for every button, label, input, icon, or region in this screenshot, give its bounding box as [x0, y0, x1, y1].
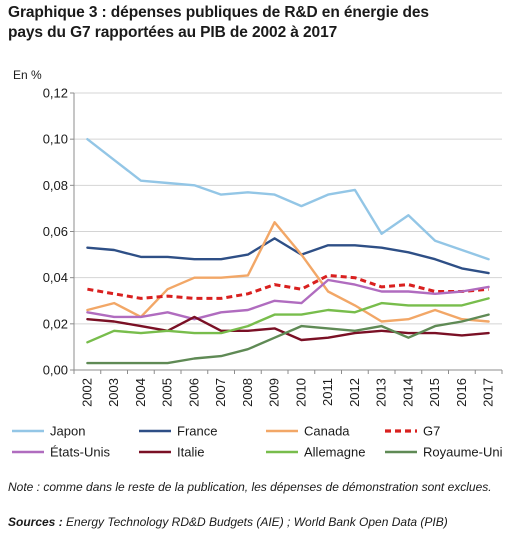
legend-label-5: Italie: [177, 445, 204, 460]
x-tick-label: 2004: [133, 378, 148, 407]
y-tick-label: 0,12: [43, 86, 68, 101]
series-line-2: [86, 221, 490, 323]
legend-label-6: Allemagne: [304, 445, 365, 460]
chart-title-line1: Graphique 3 : dépenses publiques de R&D …: [8, 4, 429, 21]
chart-title: Graphique 3 : dépenses publiques de R&D …: [8, 3, 528, 43]
legend-label-2: Canada: [304, 424, 350, 439]
y-tick-label: 0,00: [43, 363, 68, 378]
series-line-1: [86, 237, 490, 275]
y-tick-label: 0,04: [43, 270, 68, 285]
x-tick-label: 2005: [160, 378, 175, 407]
sources-label: Sources :: [8, 515, 63, 529]
legend-label-4: États-Unis: [50, 445, 110, 460]
x-tick-label: 2009: [267, 378, 282, 407]
chart-title-line2: pays du G7 rapportées au PIB de 2002 à 2…: [8, 24, 338, 41]
x-tick-label: 2011: [320, 378, 335, 406]
legend-label-1: France: [177, 424, 217, 439]
x-tick-label: 2008: [240, 378, 255, 407]
legend-label-3: G7: [423, 424, 440, 439]
x-tick-label: 2013: [374, 378, 389, 407]
x-tick-label: 2010: [293, 378, 308, 407]
x-tick-label: 2006: [186, 378, 201, 407]
series-line-3: [87, 273, 489, 300]
x-tick-label: 2014: [400, 378, 415, 407]
series-line-7: [86, 313, 490, 365]
y-tick-label: 0,10: [43, 132, 68, 147]
y-tick-label: 0,06: [43, 224, 68, 239]
y-axis-label: En %: [13, 68, 42, 82]
chart-note: Note : comme dans le reste de la publica…: [8, 480, 492, 494]
chart-sources: Sources : Energy Technology RD&D Budgets…: [8, 514, 526, 530]
y-tick-label: 0,08: [43, 178, 68, 193]
y-tick-label: 0,02: [43, 316, 68, 331]
x-tick-label: 2016: [454, 378, 469, 407]
series-line-6: [86, 297, 490, 344]
legend-label-0: Japon: [50, 424, 85, 439]
x-tick-label: 2002: [79, 378, 94, 407]
x-tick-label: 2017: [481, 378, 496, 407]
legend-label-7: Royaume-Uni: [423, 445, 503, 460]
x-tick-label: 2003: [106, 378, 121, 407]
series-line-4: [86, 278, 490, 321]
x-tick-label: 2012: [347, 378, 362, 407]
line-chart: En % 0,00 0,02 0,04 0,06 0,08 0,10 0,12 2002 2003…: [12, 68, 503, 460]
x-tick-label: 2015: [427, 378, 442, 407]
x-tick-label: 2007: [213, 378, 228, 407]
series-line-0: [86, 137, 490, 261]
sources-text: Energy Technology RD&D Budgets (AIE) ; W…: [62, 515, 448, 529]
